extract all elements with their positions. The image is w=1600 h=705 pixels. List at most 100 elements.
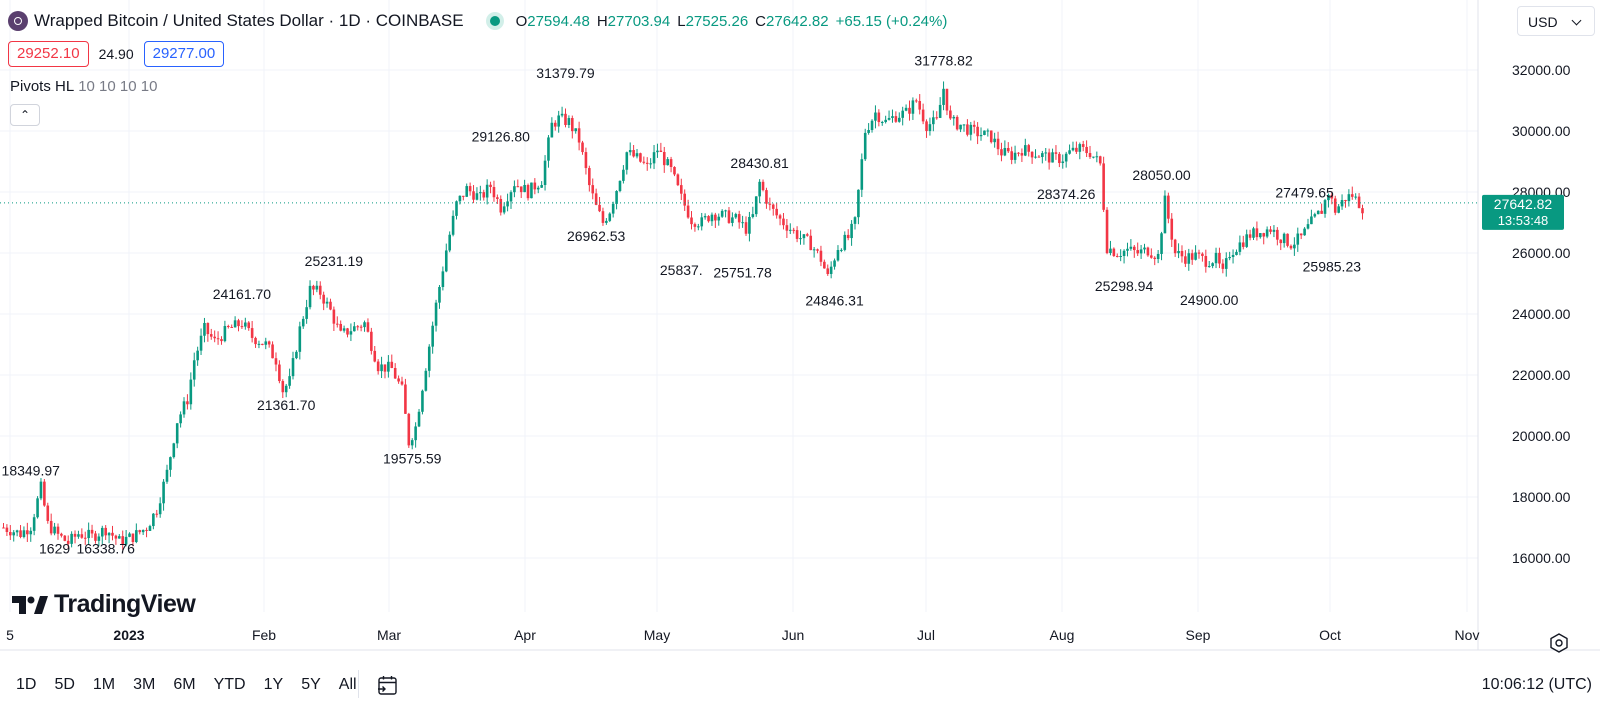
bottom-toolbar: 1D 5D 1M 3M 6M YTD 1Y 5Y All 10:06:12 (U… xyxy=(0,658,1600,705)
candle-up xyxy=(666,159,669,166)
open-label: O xyxy=(515,12,528,30)
candle-up xyxy=(567,118,571,125)
range-1y-button[interactable]: 1Y xyxy=(263,676,284,693)
range-1d-button[interactable]: 1D xyxy=(16,676,37,693)
candle-up xyxy=(203,322,206,336)
candle-up xyxy=(70,533,73,544)
candle-down xyxy=(768,203,772,205)
candle-up xyxy=(863,132,867,160)
candle-up xyxy=(788,229,792,231)
candle-down xyxy=(908,107,911,114)
candle-down xyxy=(955,116,959,130)
buy-price-button[interactable]: 29277.00 xyxy=(143,41,225,67)
indicator-name[interactable]: Pivots HL xyxy=(10,78,75,95)
candle-up xyxy=(717,216,721,221)
candle-down xyxy=(761,181,765,191)
pivot-label: 18349.97 xyxy=(2,463,61,479)
candle-down xyxy=(737,214,741,223)
candle-up xyxy=(39,481,43,499)
candle-down xyxy=(468,186,472,192)
candle-down xyxy=(138,530,142,533)
candle-down xyxy=(669,159,673,167)
candle-up xyxy=(179,414,182,424)
candle-down xyxy=(1047,152,1051,163)
candle-down xyxy=(213,336,216,339)
candle-up xyxy=(1129,246,1133,249)
candle-up xyxy=(441,271,445,287)
collapse-legend-button[interactable]: ⌃ xyxy=(10,104,40,126)
range-3m-button[interactable]: 3M xyxy=(133,676,156,693)
candle-up xyxy=(867,130,870,133)
sell-price-button[interactable]: 29252.10 xyxy=(8,41,89,67)
candle-up xyxy=(608,213,612,221)
candle-up xyxy=(305,307,308,319)
candle-down xyxy=(1204,255,1208,267)
candle-down xyxy=(533,182,537,190)
candle-down xyxy=(1020,153,1024,156)
range-5d-button[interactable]: 5D xyxy=(54,676,75,693)
candle-up xyxy=(649,163,652,165)
candle-up xyxy=(605,220,608,223)
candle-down xyxy=(104,527,107,536)
range-ytd-button[interactable]: YTD xyxy=(213,676,246,693)
symbol-header[interactable]: Wrapped Bitcoin / United States Dollar ·… xyxy=(8,8,947,34)
candle-up xyxy=(622,169,625,181)
go-to-date-icon[interactable] xyxy=(376,674,398,696)
candle-up xyxy=(523,184,526,193)
candle-up xyxy=(942,88,945,105)
time-tick-label: Oct xyxy=(1319,627,1341,643)
candle-up xyxy=(983,130,986,135)
candle-down xyxy=(526,184,530,199)
candle-down xyxy=(775,208,778,216)
candle-down xyxy=(247,322,251,329)
candle-down xyxy=(553,122,557,127)
price-tick-label: 24000.00 xyxy=(1512,306,1571,322)
candle-up xyxy=(1003,147,1007,156)
candle-down xyxy=(1299,233,1303,236)
candle-up xyxy=(1092,156,1095,158)
candle-down xyxy=(1088,153,1092,158)
candle-down xyxy=(659,150,663,153)
candle-down xyxy=(335,323,339,325)
range-1m-button[interactable]: 1M xyxy=(92,676,116,693)
candle-up xyxy=(1126,248,1129,251)
candle-down xyxy=(390,361,394,369)
candle-up xyxy=(1139,249,1143,254)
last-price-badge xyxy=(1482,194,1564,230)
candle-up xyxy=(410,440,414,446)
candle-up xyxy=(751,214,755,217)
candle-down xyxy=(1289,245,1293,249)
candle-down xyxy=(632,150,635,157)
candle-down xyxy=(63,535,67,541)
candle-up xyxy=(1337,206,1340,213)
currency-label: USD xyxy=(1528,14,1558,30)
candle-up xyxy=(697,226,700,228)
candle-down xyxy=(366,322,370,332)
range-6m-button[interactable]: 6M xyxy=(173,676,196,693)
candle-up xyxy=(77,534,80,537)
candle-down xyxy=(1269,229,1272,232)
candle-up xyxy=(700,217,704,227)
symbol-title[interactable]: Wrapped Bitcoin / United States Dollar ·… xyxy=(34,11,464,30)
currency-dropdown[interactable]: USD xyxy=(1517,6,1595,36)
candle-down xyxy=(339,323,342,331)
candle-up xyxy=(840,249,843,251)
tradingview-logo[interactable]: TradingView xyxy=(12,590,196,619)
range-all-button[interactable]: All xyxy=(338,676,357,693)
candle-up xyxy=(509,192,513,202)
candle-down xyxy=(1184,256,1187,264)
candle-up xyxy=(911,100,915,114)
candle-up xyxy=(192,360,196,380)
candle-up xyxy=(162,481,165,504)
settings-gear-icon[interactable] xyxy=(1548,632,1570,654)
indicator-legend[interactable]: Pivots HL 10 10 10 10 xyxy=(10,78,157,95)
candle-down xyxy=(5,527,9,532)
range-5y-button[interactable]: 5Y xyxy=(301,676,321,693)
utc-clock[interactable]: 10:06:12 (UTC) xyxy=(1481,676,1592,693)
candle-up xyxy=(1228,256,1231,259)
candle-up xyxy=(1068,150,1071,154)
candle-up xyxy=(874,112,877,121)
candle-up xyxy=(141,529,145,533)
candle-down xyxy=(690,217,693,225)
